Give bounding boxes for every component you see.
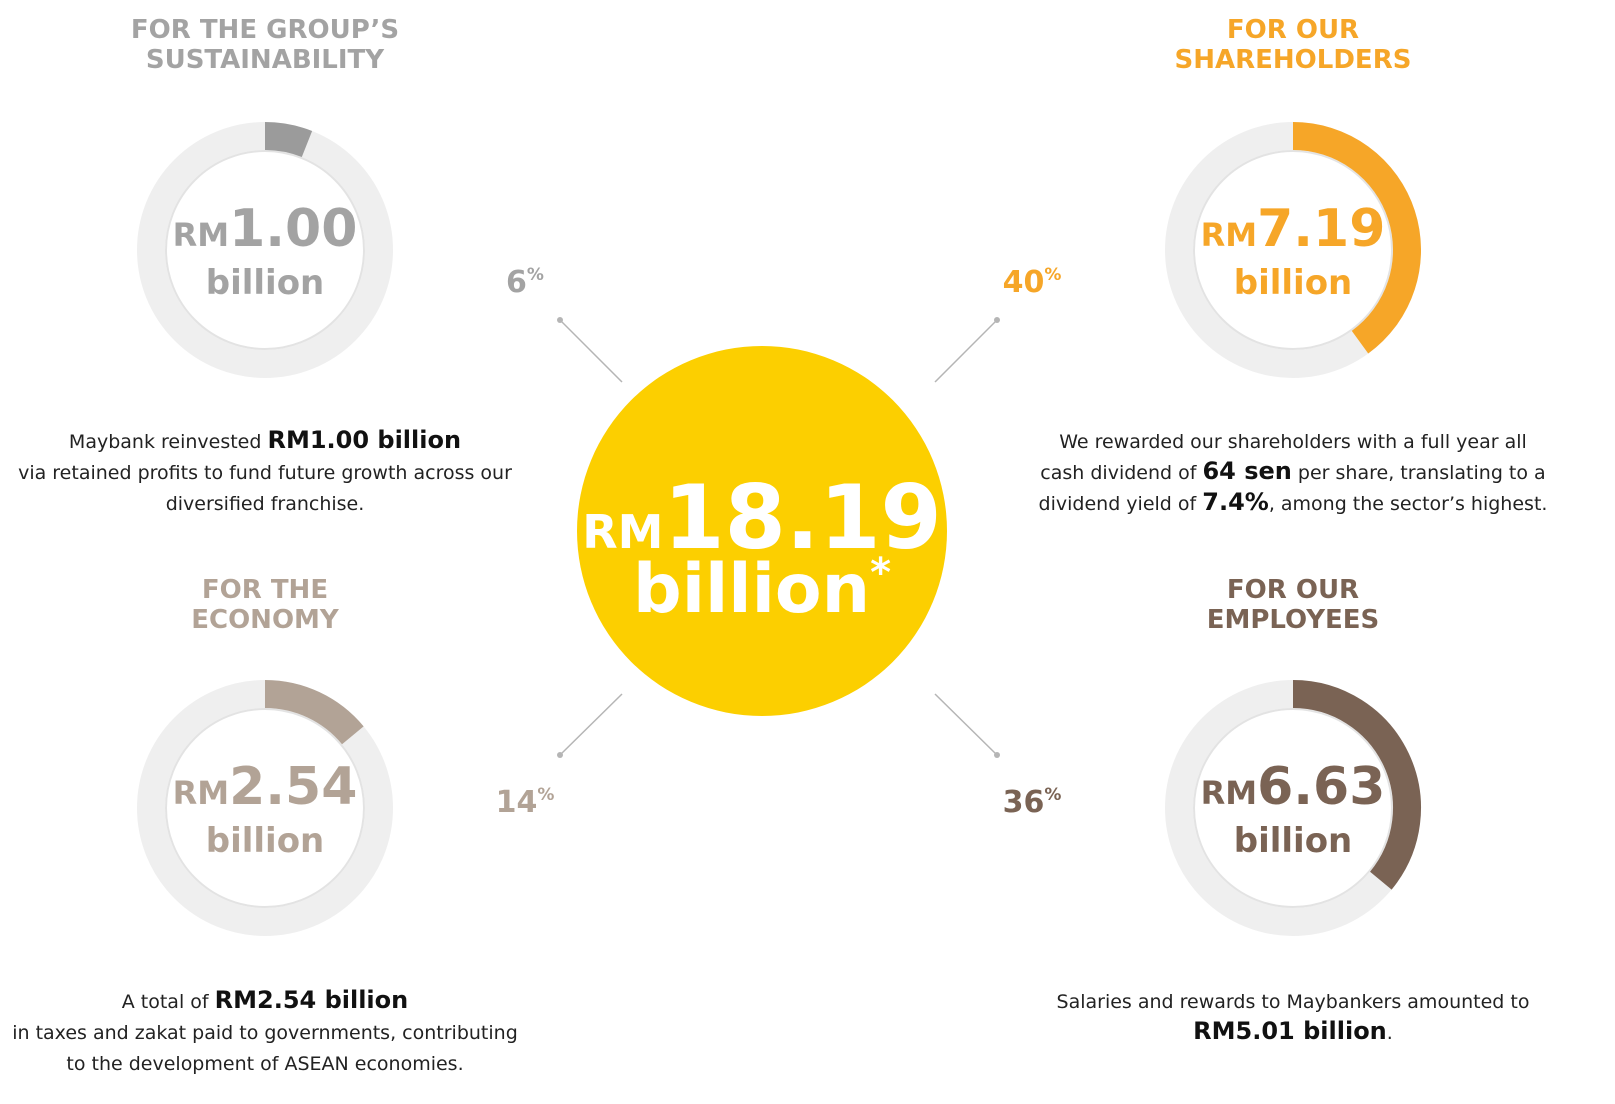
description-text: Salaries and rewards to Maybankers amoun… <box>1057 991 1530 1013</box>
center-prefix: RM <box>582 505 663 559</box>
description-text: dividend yield of <box>1039 493 1203 515</box>
segment-unit: billion <box>1234 263 1353 303</box>
description-line: via retained profits to fund future grow… <box>18 462 512 484</box>
donut-inner-edge <box>165 708 365 908</box>
description-line: dividend yield of 7.4%, among the sector… <box>1039 488 1548 516</box>
segment-prefix: RM <box>173 774 229 812</box>
segment-title: ECONOMY <box>191 605 340 635</box>
description-bold: RM5.01 billion <box>1193 1017 1387 1045</box>
segment-unit: billion <box>206 263 325 303</box>
segment-title: FOR THE GROUP’S <box>131 15 399 45</box>
percent-value: 36 <box>1003 785 1045 820</box>
segment-amount: RM7.19 <box>1201 199 1386 259</box>
center-amount: RM18.19 <box>582 466 942 569</box>
donut-arc <box>1292 680 1421 890</box>
center-number: 18.19 <box>663 466 941 569</box>
description-line: diversified franchise. <box>166 493 365 515</box>
segment-title: FOR THE <box>202 575 328 605</box>
percent-label: 14% <box>496 785 555 820</box>
center-note: * <box>870 550 891 596</box>
percent-value: 40 <box>1003 265 1045 300</box>
description-text: , among the sector’s highest. <box>1269 493 1548 515</box>
percent-sign: % <box>1044 265 1061 285</box>
connector <box>559 319 623 383</box>
segment-prefix: RM <box>173 216 229 254</box>
center-unit-text: billion <box>633 550 870 629</box>
description-line: A total of RM2.54 billion <box>122 986 408 1014</box>
percent-sign: % <box>527 265 544 285</box>
connector <box>934 693 998 756</box>
segment-amount: RM2.54 <box>173 757 358 817</box>
description-text: per share, translating to a <box>1292 462 1546 484</box>
connector <box>934 319 998 383</box>
percent-value: 14 <box>496 785 538 820</box>
description-line: Salaries and rewards to Maybankers amoun… <box>1057 991 1530 1013</box>
description-line: RM5.01 billion. <box>1193 1017 1393 1045</box>
donut-inner-edge <box>165 150 365 350</box>
description-bold: RM1.00 billion <box>267 426 461 454</box>
segment-unit: billion <box>1234 821 1353 861</box>
donut-inner-edge <box>1193 150 1393 350</box>
connector-dot <box>557 317 563 323</box>
percent-sign: % <box>537 785 554 805</box>
donut-arc <box>264 680 364 745</box>
connector <box>559 693 623 756</box>
description-bold: RM2.54 billion <box>215 986 409 1014</box>
connector-dot <box>994 752 1000 758</box>
description-text: Maybank reinvested <box>69 431 268 453</box>
segment-prefix: RM <box>1201 774 1257 812</box>
segment-number: 2.54 <box>229 757 357 817</box>
connector-dot <box>994 317 1000 323</box>
percent-label: 6% <box>506 265 544 300</box>
description-bold: 64 sen <box>1202 457 1291 485</box>
donut-inner-edge <box>1193 708 1393 908</box>
donut-arc <box>264 122 313 158</box>
description-text: cash dividend of <box>1040 462 1202 484</box>
segment-title: SUSTAINABILITY <box>146 45 385 75</box>
segment-amount: RM6.63 <box>1201 757 1386 817</box>
description-bold: 7.4% <box>1202 488 1269 516</box>
description-text: diversified franchise. <box>166 493 365 515</box>
description-line: to the development of ASEAN economies. <box>66 1053 463 1075</box>
segment-number: 1.00 <box>229 199 357 259</box>
description-text: We rewarded our shareholders with a full… <box>1059 431 1527 453</box>
percent-sign: % <box>1044 785 1061 805</box>
description-text: A total of <box>122 991 215 1013</box>
segment-number: 7.19 <box>1257 199 1385 259</box>
description-line: cash dividend of 64 sen per share, trans… <box>1040 457 1545 485</box>
segment-title: FOR OUR <box>1227 15 1359 45</box>
description-text: to the development of ASEAN economies. <box>66 1053 463 1075</box>
segment-title: EMPLOYEES <box>1207 605 1380 635</box>
description-line: in taxes and zakat paid to governments, … <box>12 1022 518 1044</box>
connector-dot <box>557 752 563 758</box>
segment-title: SHAREHOLDERS <box>1175 45 1412 75</box>
segment-number: 6.63 <box>1257 757 1385 817</box>
segment-unit: billion <box>206 821 325 861</box>
percent-label: 36% <box>1003 785 1062 820</box>
percent-label: 40% <box>1003 265 1062 300</box>
center-circle <box>577 346 947 716</box>
description-text: in taxes and zakat paid to governments, … <box>12 1022 518 1044</box>
center-unit: billion* <box>633 550 891 629</box>
segment-prefix: RM <box>1201 216 1257 254</box>
description-line: We rewarded our shareholders with a full… <box>1059 431 1527 453</box>
donut-arc <box>1292 122 1421 354</box>
segment-amount: RM1.00 <box>173 199 358 259</box>
description-text: via retained profits to fund future grow… <box>18 462 512 484</box>
segment-title: FOR OUR <box>1227 575 1359 605</box>
description-line: Maybank reinvested RM1.00 billion <box>69 426 461 454</box>
percent-value: 6 <box>506 265 527 300</box>
description-text: . <box>1387 1022 1393 1044</box>
